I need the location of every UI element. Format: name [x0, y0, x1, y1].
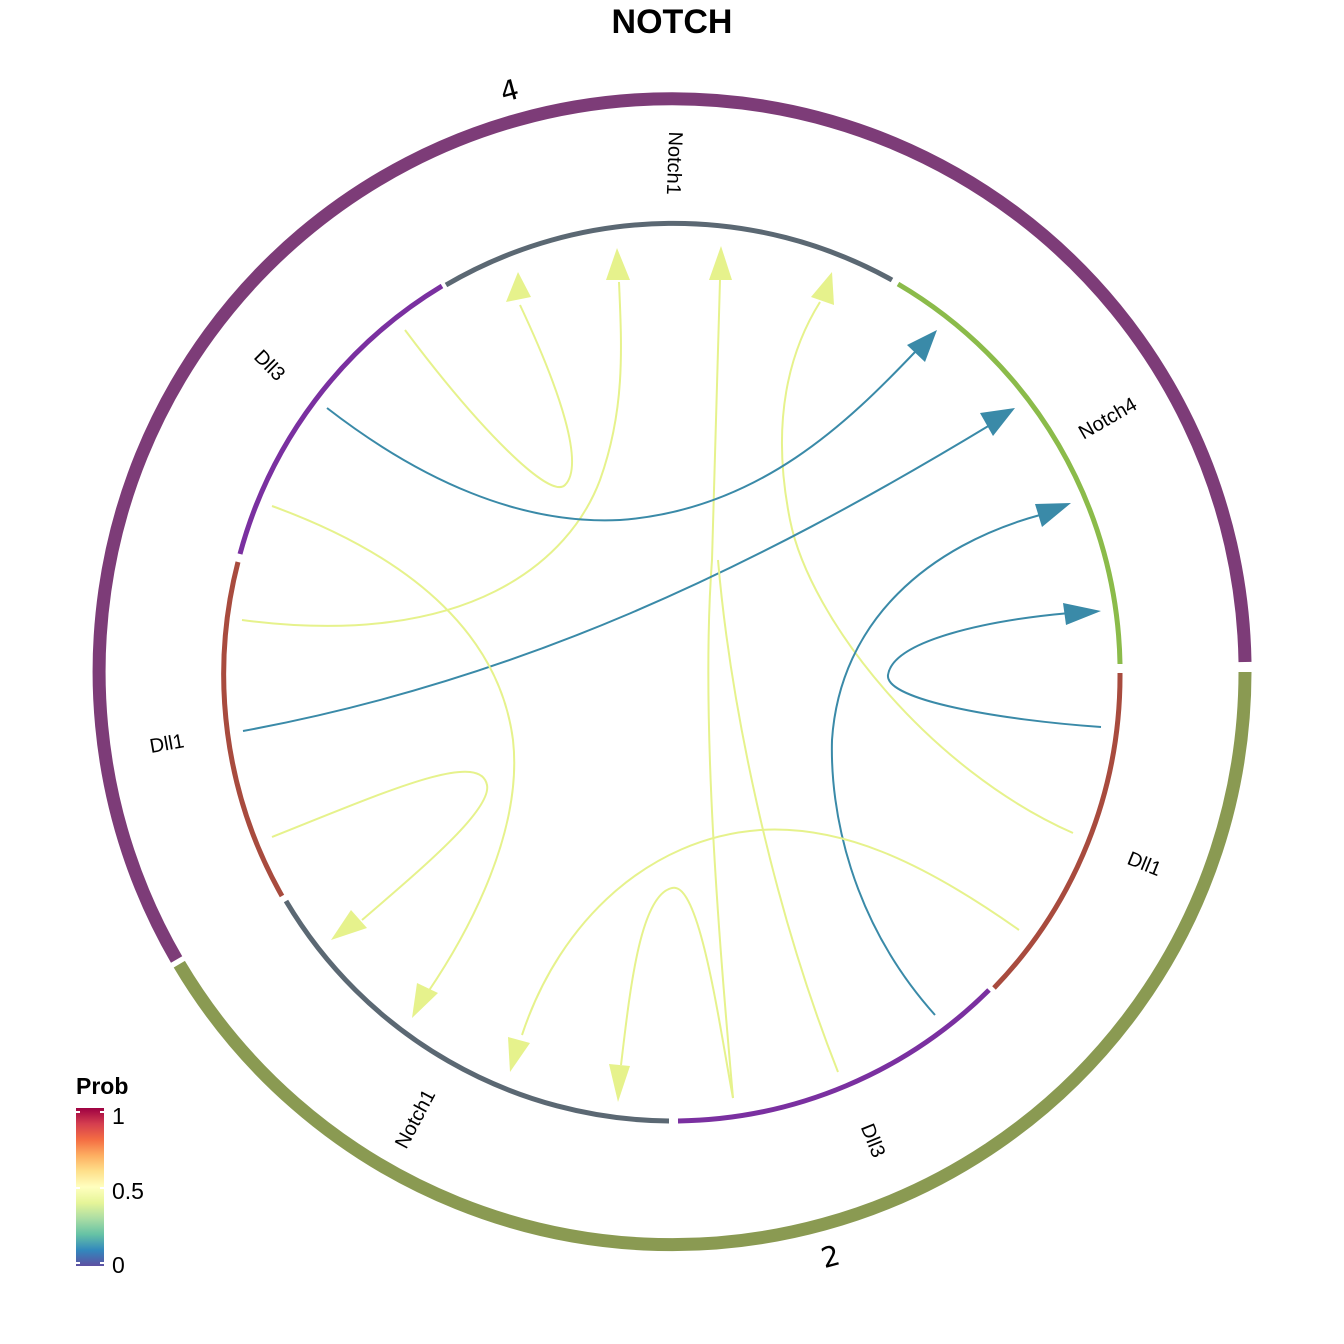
links [241, 246, 1102, 1102]
sector-label-dll3-2: Dll3 [856, 1121, 889, 1161]
sector-arc-dll1-2 [992, 672, 1123, 990]
legend-tick-marks [76, 1111, 104, 1264]
link-dll3-2-to-notch1-2 [609, 886, 734, 1102]
sector-arc-dll3-4 [237, 283, 444, 555]
legend-tick-0: 0 [112, 1252, 125, 1278]
link-dll1-4-to-notch1-4 [241, 248, 630, 627]
sector-arc-dll3-2 [677, 988, 991, 1124]
link-dll1-2-to-notch1-2 [508, 828, 1020, 1072]
link-dll3-4-to-notch1-4 [404, 272, 573, 488]
legend-tick-1: 1 [112, 1103, 125, 1129]
sector-arc-notch4-4 [896, 281, 1123, 665]
chart-title: NOTCH [612, 3, 733, 41]
legend-tick-0-5: 0.5 [112, 1178, 144, 1204]
legend-colorbar [76, 1108, 104, 1266]
group-arc-4 [92, 92, 1252, 963]
link-dll1-2-to-notch4-4 [886, 603, 1102, 728]
link-dll3-4-to-notch1-2 [271, 505, 516, 1018]
sector-label-dll1-2: Dll1 [1124, 848, 1164, 881]
sector-label-notch4-4: Notch4 [1075, 393, 1141, 444]
link-dll3-4-to-notch4-4 [326, 330, 937, 522]
legend: Prob 1 0.5 0 [76, 1073, 144, 1278]
group-ring: 4 2 [92, 73, 1252, 1275]
link-dll1-4-to-notch4-4 [242, 408, 1015, 732]
link-dll1-4-to-notch1-2 [271, 770, 489, 940]
sector-arc-dll1-4 [221, 561, 285, 898]
sector-label-dll3-4: Dll3 [249, 346, 289, 386]
sector-label-notch1-4: Notch1 [662, 131, 686, 195]
link-dll3-2-to-notch4-4 [830, 503, 1071, 1016]
sector-arc-notch1-4 [444, 220, 894, 288]
sector-ring: Notch1 Notch4 Dll1 Dll3 Notch1 Dll1 Dll3 [148, 131, 1164, 1161]
link-dll3-2-to-notch1-4-b [717, 559, 839, 1073]
legend-title: Prob [76, 1073, 128, 1099]
sector-label-dll1-4: Dll1 [148, 730, 186, 758]
group-arc-2 [173, 671, 1252, 1252]
link-dll3-2-to-notch1-4 [707, 246, 734, 1099]
sector-label-notch1-2: Notch1 [391, 1086, 440, 1152]
group-label-2: 2 [818, 1239, 844, 1275]
sector-arc-notch1-2 [283, 899, 670, 1124]
group-label-4: 4 [497, 73, 523, 109]
link-dll1-2-to-notch1-4 [781, 272, 1074, 834]
